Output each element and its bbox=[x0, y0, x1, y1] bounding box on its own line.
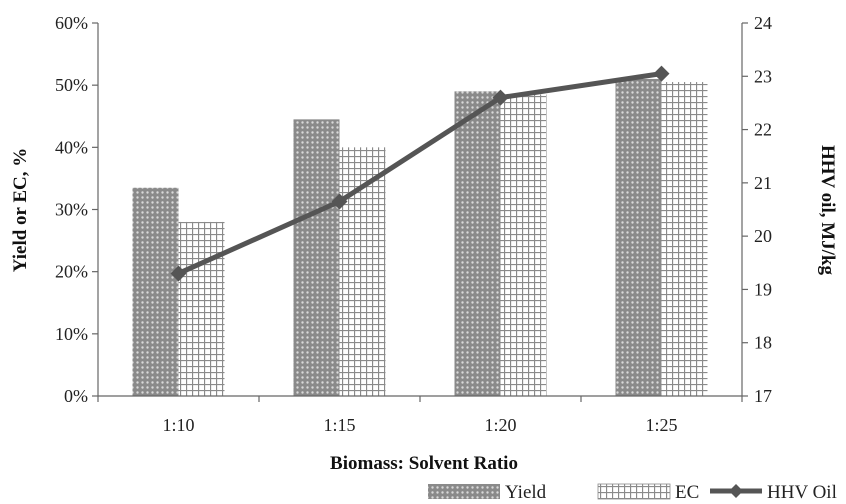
x-tick-label: 1:25 bbox=[645, 415, 677, 435]
bar-yield-1 bbox=[132, 187, 179, 396]
y-tick-label: 60% bbox=[55, 13, 88, 33]
legend: Yield EC HHV Oil bbox=[428, 482, 837, 503]
y2-tick-label: 19 bbox=[754, 279, 772, 299]
y2-tick-label: 22 bbox=[754, 120, 772, 140]
legend-label-hhv: HHV Oil bbox=[767, 482, 837, 503]
line-hhv-oil bbox=[177, 71, 662, 276]
bar-yield-2 bbox=[293, 119, 340, 396]
legend-swatch-yield bbox=[428, 484, 500, 499]
y-tick-label: 40% bbox=[55, 137, 88, 157]
y2-axis-title: HHV oil, MJ/kg bbox=[817, 145, 838, 276]
legend-marker-hhv bbox=[729, 484, 743, 498]
y-axis-title: Yield or EC, % bbox=[10, 148, 31, 273]
point-hhv-oil-1 bbox=[170, 265, 187, 282]
y2-tick-label: 24 bbox=[754, 13, 772, 33]
y-tick-label: 50% bbox=[55, 75, 88, 95]
y-tick-label: 0% bbox=[64, 386, 88, 406]
y2-tick-label: 18 bbox=[754, 333, 772, 353]
plot-area: 0% 10% 20% 30% 40% 50% 60% 17 18 19 20 21 22 23 24 1:10… bbox=[55, 13, 772, 435]
y-tick-label: 10% bbox=[55, 324, 88, 344]
x-tick-label: 1:10 bbox=[162, 415, 194, 435]
y2-tick-label: 20 bbox=[754, 226, 772, 246]
legend-swatch-ec bbox=[597, 483, 671, 500]
legend-label-yield: Yield bbox=[505, 482, 547, 503]
point-hhv-oil-3 bbox=[492, 89, 509, 106]
legend-label-ec: EC bbox=[675, 482, 699, 503]
bar-yield-3 bbox=[454, 91, 501, 396]
bar-yield-4 bbox=[615, 78, 662, 396]
y2-tick-label: 17 bbox=[754, 386, 772, 406]
x-axis-title: Biomass: Solvent Ratio bbox=[330, 453, 518, 474]
y2-tick-label: 21 bbox=[754, 173, 772, 193]
x-tick-label: 1:15 bbox=[323, 415, 355, 435]
y-tick-label: 30% bbox=[55, 200, 88, 220]
point-hhv-oil-4 bbox=[653, 65, 670, 82]
bar-ec-3 bbox=[500, 94, 547, 396]
point-hhv-oil-2 bbox=[331, 193, 348, 210]
y-tick-label: 20% bbox=[55, 262, 88, 282]
bar-ec-4 bbox=[661, 82, 708, 396]
bar-ec-1 bbox=[178, 221, 225, 396]
y2-tick-label: 23 bbox=[754, 66, 772, 86]
x-tick-label: 1:20 bbox=[484, 415, 516, 435]
